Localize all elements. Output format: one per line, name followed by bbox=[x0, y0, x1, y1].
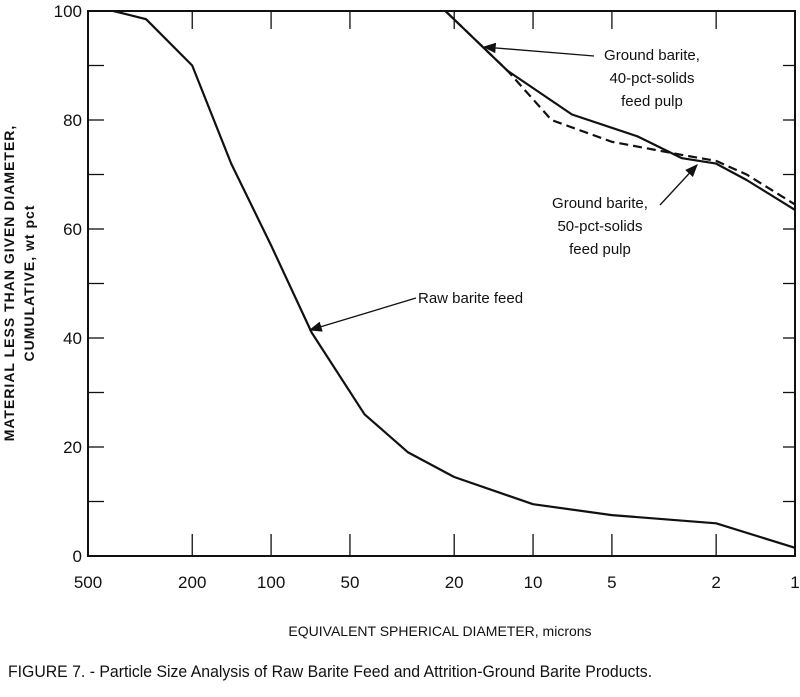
x-tick-label: 200 bbox=[178, 573, 206, 592]
annotation-label: 50-pct-solids bbox=[557, 218, 642, 235]
y-tick-label: 40 bbox=[63, 329, 82, 348]
annotation-label: feed pulp bbox=[621, 93, 683, 110]
annotation-label: feed pulp bbox=[569, 241, 631, 258]
x-axis-label: EQUIVALENT SPHERICAL DIAMETER, microns bbox=[288, 623, 591, 639]
annotation-label: Ground barite, bbox=[552, 195, 648, 212]
x-tick-label: 20 bbox=[445, 573, 464, 592]
y-tick-label: 100 bbox=[54, 2, 82, 21]
y-axis-label-line1: MATERIAL LESS THAN GIVEN DIAMETER, bbox=[1, 125, 17, 442]
annotation-arrow bbox=[659, 164, 698, 206]
y-tick-label: 0 bbox=[73, 547, 82, 566]
annotation-arrow bbox=[308, 297, 417, 332]
series-line-1 bbox=[444, 10, 796, 211]
annotation-label: 40-pct-solids bbox=[609, 70, 694, 87]
x-tick-label: 5 bbox=[607, 573, 616, 592]
y-tick-label: 80 bbox=[63, 111, 82, 130]
series-line-0 bbox=[113, 9, 796, 549]
x-tick-label: 10 bbox=[524, 573, 543, 592]
y-tick-label: 20 bbox=[63, 438, 82, 457]
figure-caption: FIGURE 7. - Particle Size Analysis of Ra… bbox=[8, 662, 653, 681]
y-tick-label: 60 bbox=[63, 220, 82, 239]
series-line-2 bbox=[444, 10, 796, 206]
plot-frame bbox=[87, 10, 796, 557]
x-tick-label: 2 bbox=[711, 573, 720, 592]
annotation-label: Ground barite, bbox=[604, 47, 700, 64]
x-tick-label: 100 bbox=[257, 573, 285, 592]
x-tick-label: 50 bbox=[340, 573, 359, 592]
y-axis-label-line2: CUMULATIVE, wt pct bbox=[21, 205, 37, 362]
x-tick-label: 1 bbox=[790, 573, 799, 592]
x-tick-label: 500 bbox=[74, 573, 102, 592]
annotation-arrow bbox=[482, 42, 595, 57]
annotation-label: Raw barite feed bbox=[418, 290, 523, 307]
